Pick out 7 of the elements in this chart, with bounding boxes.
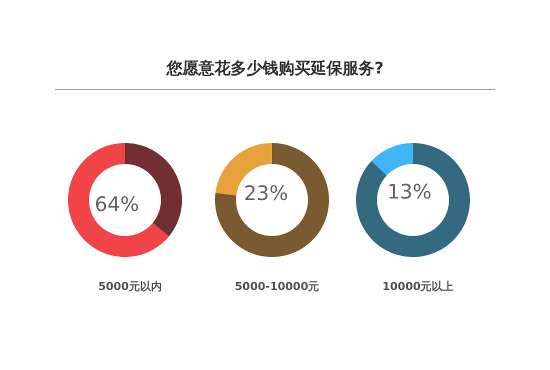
chart-title: 您愿意花多少钱购买延保服务? [165,58,384,78]
text: 5000-10000元 [234,280,320,293]
data-label: 64% [94,192,140,216]
text: 10000元以上 [382,280,454,293]
data-label: 23% [244,181,288,206]
text: 5000元以内 [98,280,162,293]
data-label: 13% [387,180,432,204]
